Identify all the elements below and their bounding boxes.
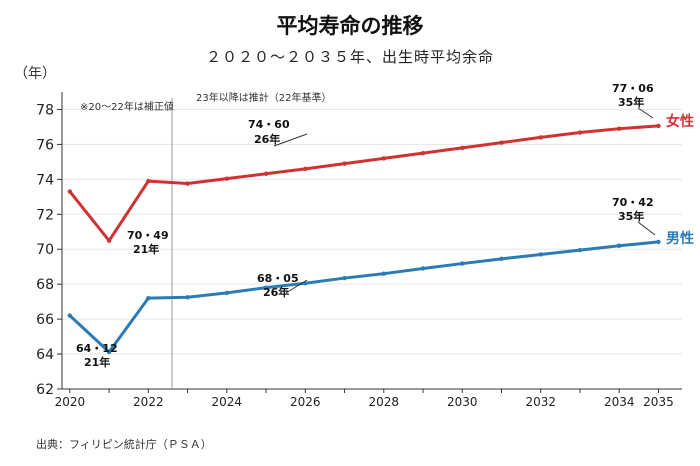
data-point-female (577, 130, 583, 135)
y-tick-label: 72 (36, 207, 54, 223)
y-tick-label: 68 (36, 277, 54, 293)
x-tick-label: 2022 (133, 395, 164, 409)
data-point-male (420, 266, 426, 271)
x-tick-label: 2026 (290, 395, 321, 409)
y-tick-label: 70 (36, 242, 54, 258)
y-tick-label: 78 (36, 102, 54, 118)
chart-subtitle: ２０２０〜２０３５年、出生時平均余命 (205, 48, 494, 66)
estimate-note: 23年以降は推計（22年基準） (196, 91, 331, 104)
leader-male-26 (285, 279, 308, 294)
annotation-male-35-year: 35年 (618, 209, 644, 223)
x-tick-label: 2020 (55, 395, 86, 409)
leader-female-26 (273, 133, 308, 147)
annotation-male-21-value: 64・12 (76, 342, 118, 355)
data-point-male (224, 290, 230, 296)
series-label-female: 女性 (666, 113, 694, 130)
data-point-female (185, 181, 190, 186)
y-tick-label: 64 (36, 347, 54, 363)
y-tick-label: 66 (36, 312, 54, 328)
data-point-female (460, 145, 465, 151)
data-point-female (381, 156, 386, 161)
y-tick-label: 76 (36, 137, 54, 153)
series-line-female (68, 124, 660, 243)
data-point-female (303, 166, 308, 172)
axes: 62 64 66 68 70 72 74 76 78 2020 2022 2024 2026 2028 20… (36, 92, 682, 409)
data-point-male (185, 295, 190, 300)
annotation-female-26-year: 26年 (254, 132, 280, 146)
chart-title: 平均寿命の推移 (276, 14, 424, 38)
data-point-male (67, 313, 73, 318)
annotation-male-26-value: 68・05 (257, 272, 299, 285)
x-tick-label: 2028 (368, 395, 399, 409)
series-layer (67, 123, 661, 355)
data-point-male (263, 285, 269, 290)
data-point-male (499, 256, 504, 262)
data-point-female (499, 140, 504, 145)
y-tick-label: 74 (36, 172, 54, 188)
actual-note: ※20〜22年は補正値 (80, 100, 174, 113)
x-tick-label: 2032 (525, 395, 556, 409)
series-line-male (68, 240, 660, 354)
x-tick-label: 2035 (643, 395, 674, 409)
data-point-female (224, 176, 230, 181)
data-point-male (538, 252, 543, 257)
annotation-female-35-year: 35年 (618, 95, 644, 109)
annotation-male-35-value: 70・42 (612, 196, 654, 209)
data-point-male (617, 243, 622, 248)
data-point-female (263, 171, 269, 176)
data-point-female (538, 135, 543, 140)
data-point-male (342, 275, 347, 281)
annotation-female-21-value: 70・49 (127, 229, 169, 242)
source-note: 出典：フィリピン統計庁（ＰＳＡ） (36, 438, 212, 451)
data-point-male (146, 295, 151, 301)
annotation-male-21-year: 21年 (84, 355, 110, 369)
data-point-female (106, 238, 112, 243)
data-point-male (381, 271, 386, 276)
annotation-female-26-value: 74・60 (248, 118, 290, 131)
series-label-male: 男性 (666, 230, 694, 247)
annotation-female-21-year: 21年 (133, 242, 159, 256)
annotation-female-35-value: 77・06 (612, 82, 654, 95)
data-point-female (67, 189, 73, 194)
annotation-male-26-year: 26年 (263, 285, 289, 299)
data-point-female (656, 123, 661, 129)
x-tick-label: 2030 (447, 395, 478, 409)
data-point-male (577, 247, 583, 253)
data-point-female (342, 161, 347, 166)
data-point-female (146, 178, 151, 184)
leader-female-35 (637, 107, 654, 119)
y-axis-unit-label: （年） (14, 66, 56, 82)
data-point-male (106, 349, 112, 355)
y-tick-label: 62 (36, 382, 54, 398)
x-tick-label: 2034 (604, 395, 635, 409)
data-point-female (420, 150, 426, 156)
data-point-male (656, 239, 661, 245)
data-point-female (617, 126, 622, 131)
data-point-male (460, 261, 465, 266)
x-tick-label: 2024 (212, 395, 243, 409)
leader-male-35 (637, 221, 656, 236)
